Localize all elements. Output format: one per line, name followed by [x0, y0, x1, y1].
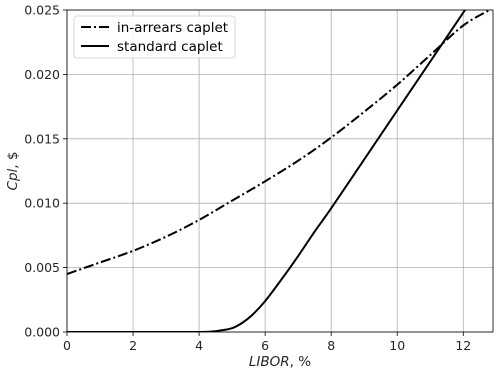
series-line-standard-caplet: [67, 10, 467, 332]
x-axis-label-unit: , %: [290, 354, 312, 370]
legend-label-in-arrears: in-arrears caplet: [117, 20, 228, 36]
plot-frame: [66, 9, 494, 333]
y-tick-label: 0.010: [24, 196, 60, 211]
y-tick-label: 0.020: [24, 67, 60, 82]
y-axis-ticks: 0.000 0.005 0.010 0.015 0.020 0.025: [24, 3, 67, 340]
x-tick-label: 10: [389, 338, 405, 353]
x-axis-ticks: 0 2 4 6 8 10 12: [63, 332, 471, 353]
x-tick-label: 8: [327, 338, 335, 353]
y-tick-label: 0.025: [24, 3, 60, 18]
y-axis-label-unit: , $: [5, 152, 21, 169]
x-tick-label: 4: [195, 338, 203, 353]
legend-label-standard: standard caplet: [117, 39, 223, 55]
legend-box: [73, 15, 236, 59]
y-tick-label: 0.000: [24, 325, 60, 340]
x-tick-label: 12: [455, 338, 471, 353]
y-tick-label: 0.005: [24, 260, 60, 275]
x-tick-label: 6: [261, 338, 269, 353]
x-tick-label: 2: [129, 338, 137, 353]
y-axis-label-italic: Cpl: [5, 168, 21, 190]
y-tick-label: 0.015: [24, 131, 60, 146]
x-tick-label: 0: [63, 338, 71, 353]
series-line-in-arrears-caplet: [67, 10, 491, 275]
x-axis-label: LIBOR, %: [249, 354, 311, 370]
x-axis-label-italic: LIBOR: [249, 354, 290, 370]
y-axis-label: Cpl, $: [5, 152, 21, 191]
series-layer: [67, 10, 491, 332]
legend: in-arrears caplet standard caplet: [73, 15, 236, 59]
